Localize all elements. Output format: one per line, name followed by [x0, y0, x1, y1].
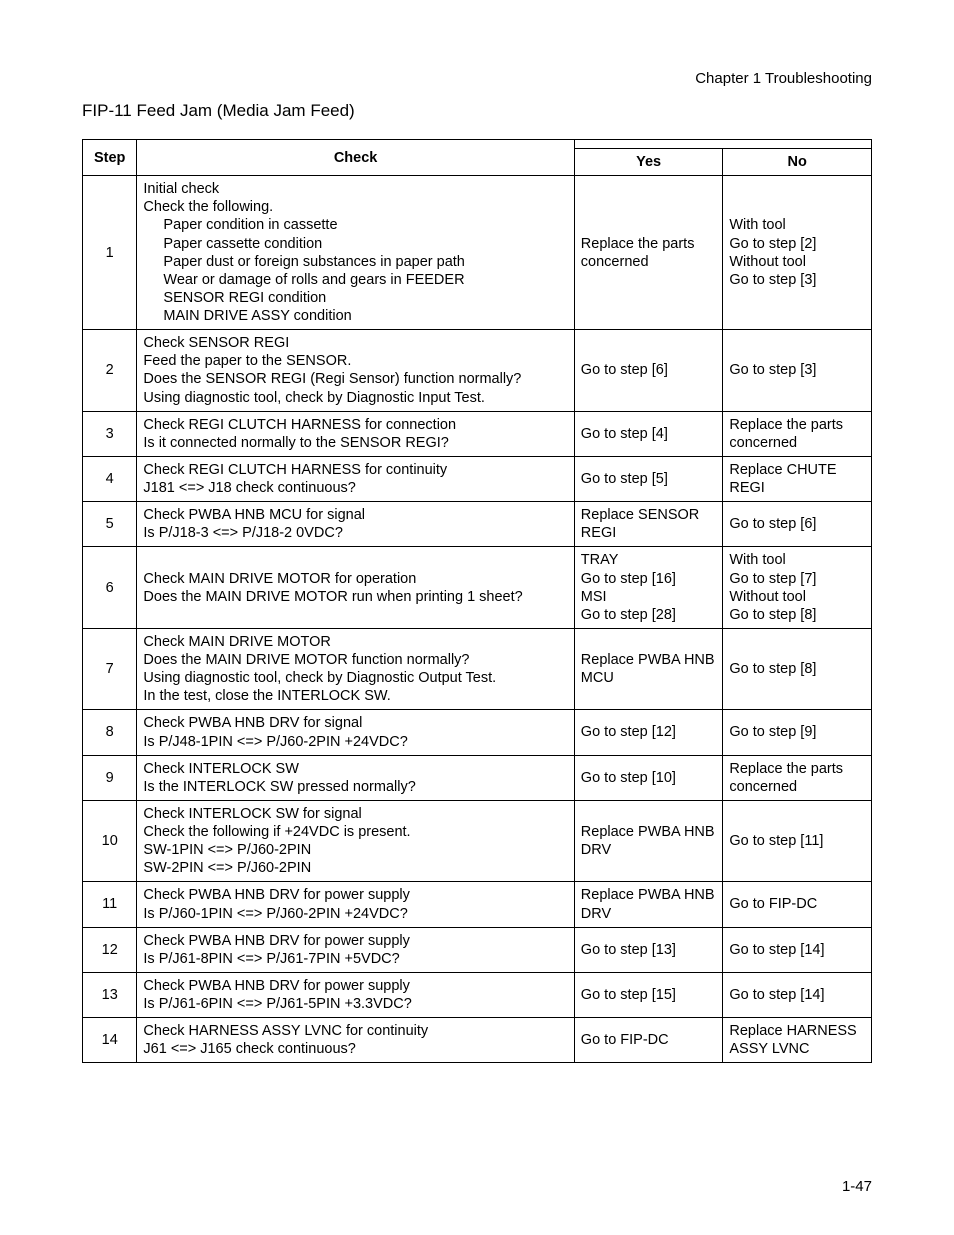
cell-yes: Replace PWBA HNB DRV	[574, 882, 723, 927]
check-text: Check PWBA HNB DRV for power supply Is P…	[143, 887, 409, 921]
col-no: No	[723, 149, 872, 176]
check-text: Check PWBA HNB DRV for signal Is P/J48-1…	[143, 715, 407, 749]
check-text: Check INTERLOCK SW for signal Check the …	[143, 806, 410, 876]
cell-check: Check INTERLOCK SW for signal Check the …	[137, 800, 574, 882]
col-result	[574, 140, 871, 149]
cell-yes: Go to step [13]	[574, 927, 723, 972]
cell-step: 4	[83, 456, 137, 501]
table-row: 7Check MAIN DRIVE MOTOR Does the MAIN DR…	[83, 628, 872, 710]
check-text: Initial check Check the following.	[143, 181, 273, 215]
col-check: Check	[137, 140, 574, 176]
cell-no: Go to step [6]	[723, 502, 872, 547]
table-row: 10Check INTERLOCK SW for signal Check th…	[83, 800, 872, 882]
table-row: 6Check MAIN DRIVE MOTOR for operation Do…	[83, 547, 872, 629]
cell-check: Check REGI CLUTCH HARNESS for connection…	[137, 411, 574, 456]
cell-step: 13	[83, 972, 137, 1017]
cell-check: Check SENSOR REGI Feed the paper to the …	[137, 330, 574, 412]
cell-step: 14	[83, 1018, 137, 1063]
cell-no: Go to step [8]	[723, 628, 872, 710]
cell-check: Check HARNESS ASSY LVNC for continuity J…	[137, 1018, 574, 1063]
table-row: 4Check REGI CLUTCH HARNESS for continuit…	[83, 456, 872, 501]
cell-yes: TRAY Go to step [16] MSI Go to step [28]	[574, 547, 723, 629]
table-row: 11Check PWBA HNB DRV for power supply Is…	[83, 882, 872, 927]
table-row: 2Check SENSOR REGI Feed the paper to the…	[83, 330, 872, 412]
cell-check: Check PWBA HNB DRV for signal Is P/J48-1…	[137, 710, 574, 755]
check-text: Check MAIN DRIVE MOTOR for operation Doe…	[143, 571, 522, 605]
cell-yes: Go to step [6]	[574, 330, 723, 412]
cell-no: Go to step [9]	[723, 710, 872, 755]
check-text: Check SENSOR REGI Feed the paper to the …	[143, 335, 521, 405]
cell-check: Check INTERLOCK SW Is the INTERLOCK SW p…	[137, 755, 574, 800]
cell-step: 2	[83, 330, 137, 412]
cell-yes: Replace SENSOR REGI	[574, 502, 723, 547]
table-row: 3Check REGI CLUTCH HARNESS for connectio…	[83, 411, 872, 456]
table-body: 1Initial check Check the following.Paper…	[83, 176, 872, 1063]
cell-yes: Replace the parts concerned	[574, 176, 723, 330]
cell-yes: Go to step [10]	[574, 755, 723, 800]
cell-step: 11	[83, 882, 137, 927]
cell-no: Go to step [11]	[723, 800, 872, 882]
cell-check: Check PWBA HNB DRV for power supply Is P…	[137, 972, 574, 1017]
table-row: 8Check PWBA HNB DRV for signal Is P/J48-…	[83, 710, 872, 755]
col-yes: Yes	[574, 149, 723, 176]
table-head: Step Check Yes No	[83, 140, 872, 176]
cell-step: 7	[83, 628, 137, 710]
table-row: 5Check PWBA HNB MCU for signal Is P/J18-…	[83, 502, 872, 547]
cell-no: Go to step [14]	[723, 927, 872, 972]
cell-yes: Go to step [15]	[574, 972, 723, 1017]
table-row: 9Check INTERLOCK SW Is the INTERLOCK SW …	[83, 755, 872, 800]
cell-check: Check MAIN DRIVE MOTOR for operation Doe…	[137, 547, 574, 629]
cell-step: 5	[83, 502, 137, 547]
check-text: Check INTERLOCK SW Is the INTERLOCK SW p…	[143, 761, 415, 795]
cell-yes: Go to step [12]	[574, 710, 723, 755]
cell-no: Go to step [14]	[723, 972, 872, 1017]
cell-no: Go to step [3]	[723, 330, 872, 412]
cell-step: 12	[83, 927, 137, 972]
cell-no: Replace CHUTE REGI	[723, 456, 872, 501]
cell-step: 10	[83, 800, 137, 882]
cell-step: 8	[83, 710, 137, 755]
table-row: 1Initial check Check the following.Paper…	[83, 176, 872, 330]
check-text: Check PWBA HNB DRV for power supply Is P…	[143, 933, 409, 967]
page: Chapter 1 Troubleshooting FIP-11 Feed Ja…	[0, 0, 954, 1235]
cell-yes: Replace PWBA HNB MCU	[574, 628, 723, 710]
check-text: Check PWBA HNB DRV for power supply Is P…	[143, 978, 411, 1012]
check-text: Check PWBA HNB MCU for signal Is P/J18-3…	[143, 507, 365, 541]
check-text: Check MAIN DRIVE MOTOR Does the MAIN DRI…	[143, 634, 496, 704]
cell-check: Check PWBA HNB DRV for power supply Is P…	[137, 882, 574, 927]
troubleshooting-table: Step Check Yes No 1Initial check Check t…	[82, 139, 872, 1063]
cell-yes: Go to FIP-DC	[574, 1018, 723, 1063]
cell-no: With tool Go to step [2] Without tool Go…	[723, 176, 872, 330]
cell-yes: Replace PWBA HNB DRV	[574, 800, 723, 882]
cell-check: Check REGI CLUTCH HARNESS for continuity…	[137, 456, 574, 501]
cell-step: 6	[83, 547, 137, 629]
cell-check: Check PWBA HNB MCU for signal Is P/J18-3…	[137, 502, 574, 547]
cell-step: 9	[83, 755, 137, 800]
cell-no: With tool Go to step [7] Without tool Go…	[723, 547, 872, 629]
page-number: 1-47	[842, 1178, 872, 1195]
table-row: 12Check PWBA HNB DRV for power supply Is…	[83, 927, 872, 972]
cell-no: Replace HARNESS ASSY LVNC	[723, 1018, 872, 1063]
check-text: Check HARNESS ASSY LVNC for continuity J…	[143, 1023, 428, 1057]
cell-step: 3	[83, 411, 137, 456]
cell-no: Replace the parts concerned	[723, 755, 872, 800]
table-row: 14Check HARNESS ASSY LVNC for continuity…	[83, 1018, 872, 1063]
cell-yes: Go to step [5]	[574, 456, 723, 501]
cell-check: Initial check Check the following.Paper …	[137, 176, 574, 330]
cell-yes: Go to step [4]	[574, 411, 723, 456]
page-title: FIP-11 Feed Jam (Media Jam Feed)	[82, 101, 872, 121]
table-row: 13Check PWBA HNB DRV for power supply Is…	[83, 972, 872, 1017]
check-text: Check REGI CLUTCH HARNESS for continuity…	[143, 462, 447, 496]
cell-check: Check MAIN DRIVE MOTOR Does the MAIN DRI…	[137, 628, 574, 710]
chapter-header: Chapter 1 Troubleshooting	[82, 70, 872, 87]
cell-step: 1	[83, 176, 137, 330]
cell-check: Check PWBA HNB DRV for power supply Is P…	[137, 927, 574, 972]
cell-no: Go to FIP-DC	[723, 882, 872, 927]
check-indent: Paper condition in cassette Paper casset…	[143, 216, 567, 325]
check-text: Check REGI CLUTCH HARNESS for connection…	[143, 417, 456, 451]
cell-no: Replace the parts concerned	[723, 411, 872, 456]
col-step: Step	[83, 140, 137, 176]
